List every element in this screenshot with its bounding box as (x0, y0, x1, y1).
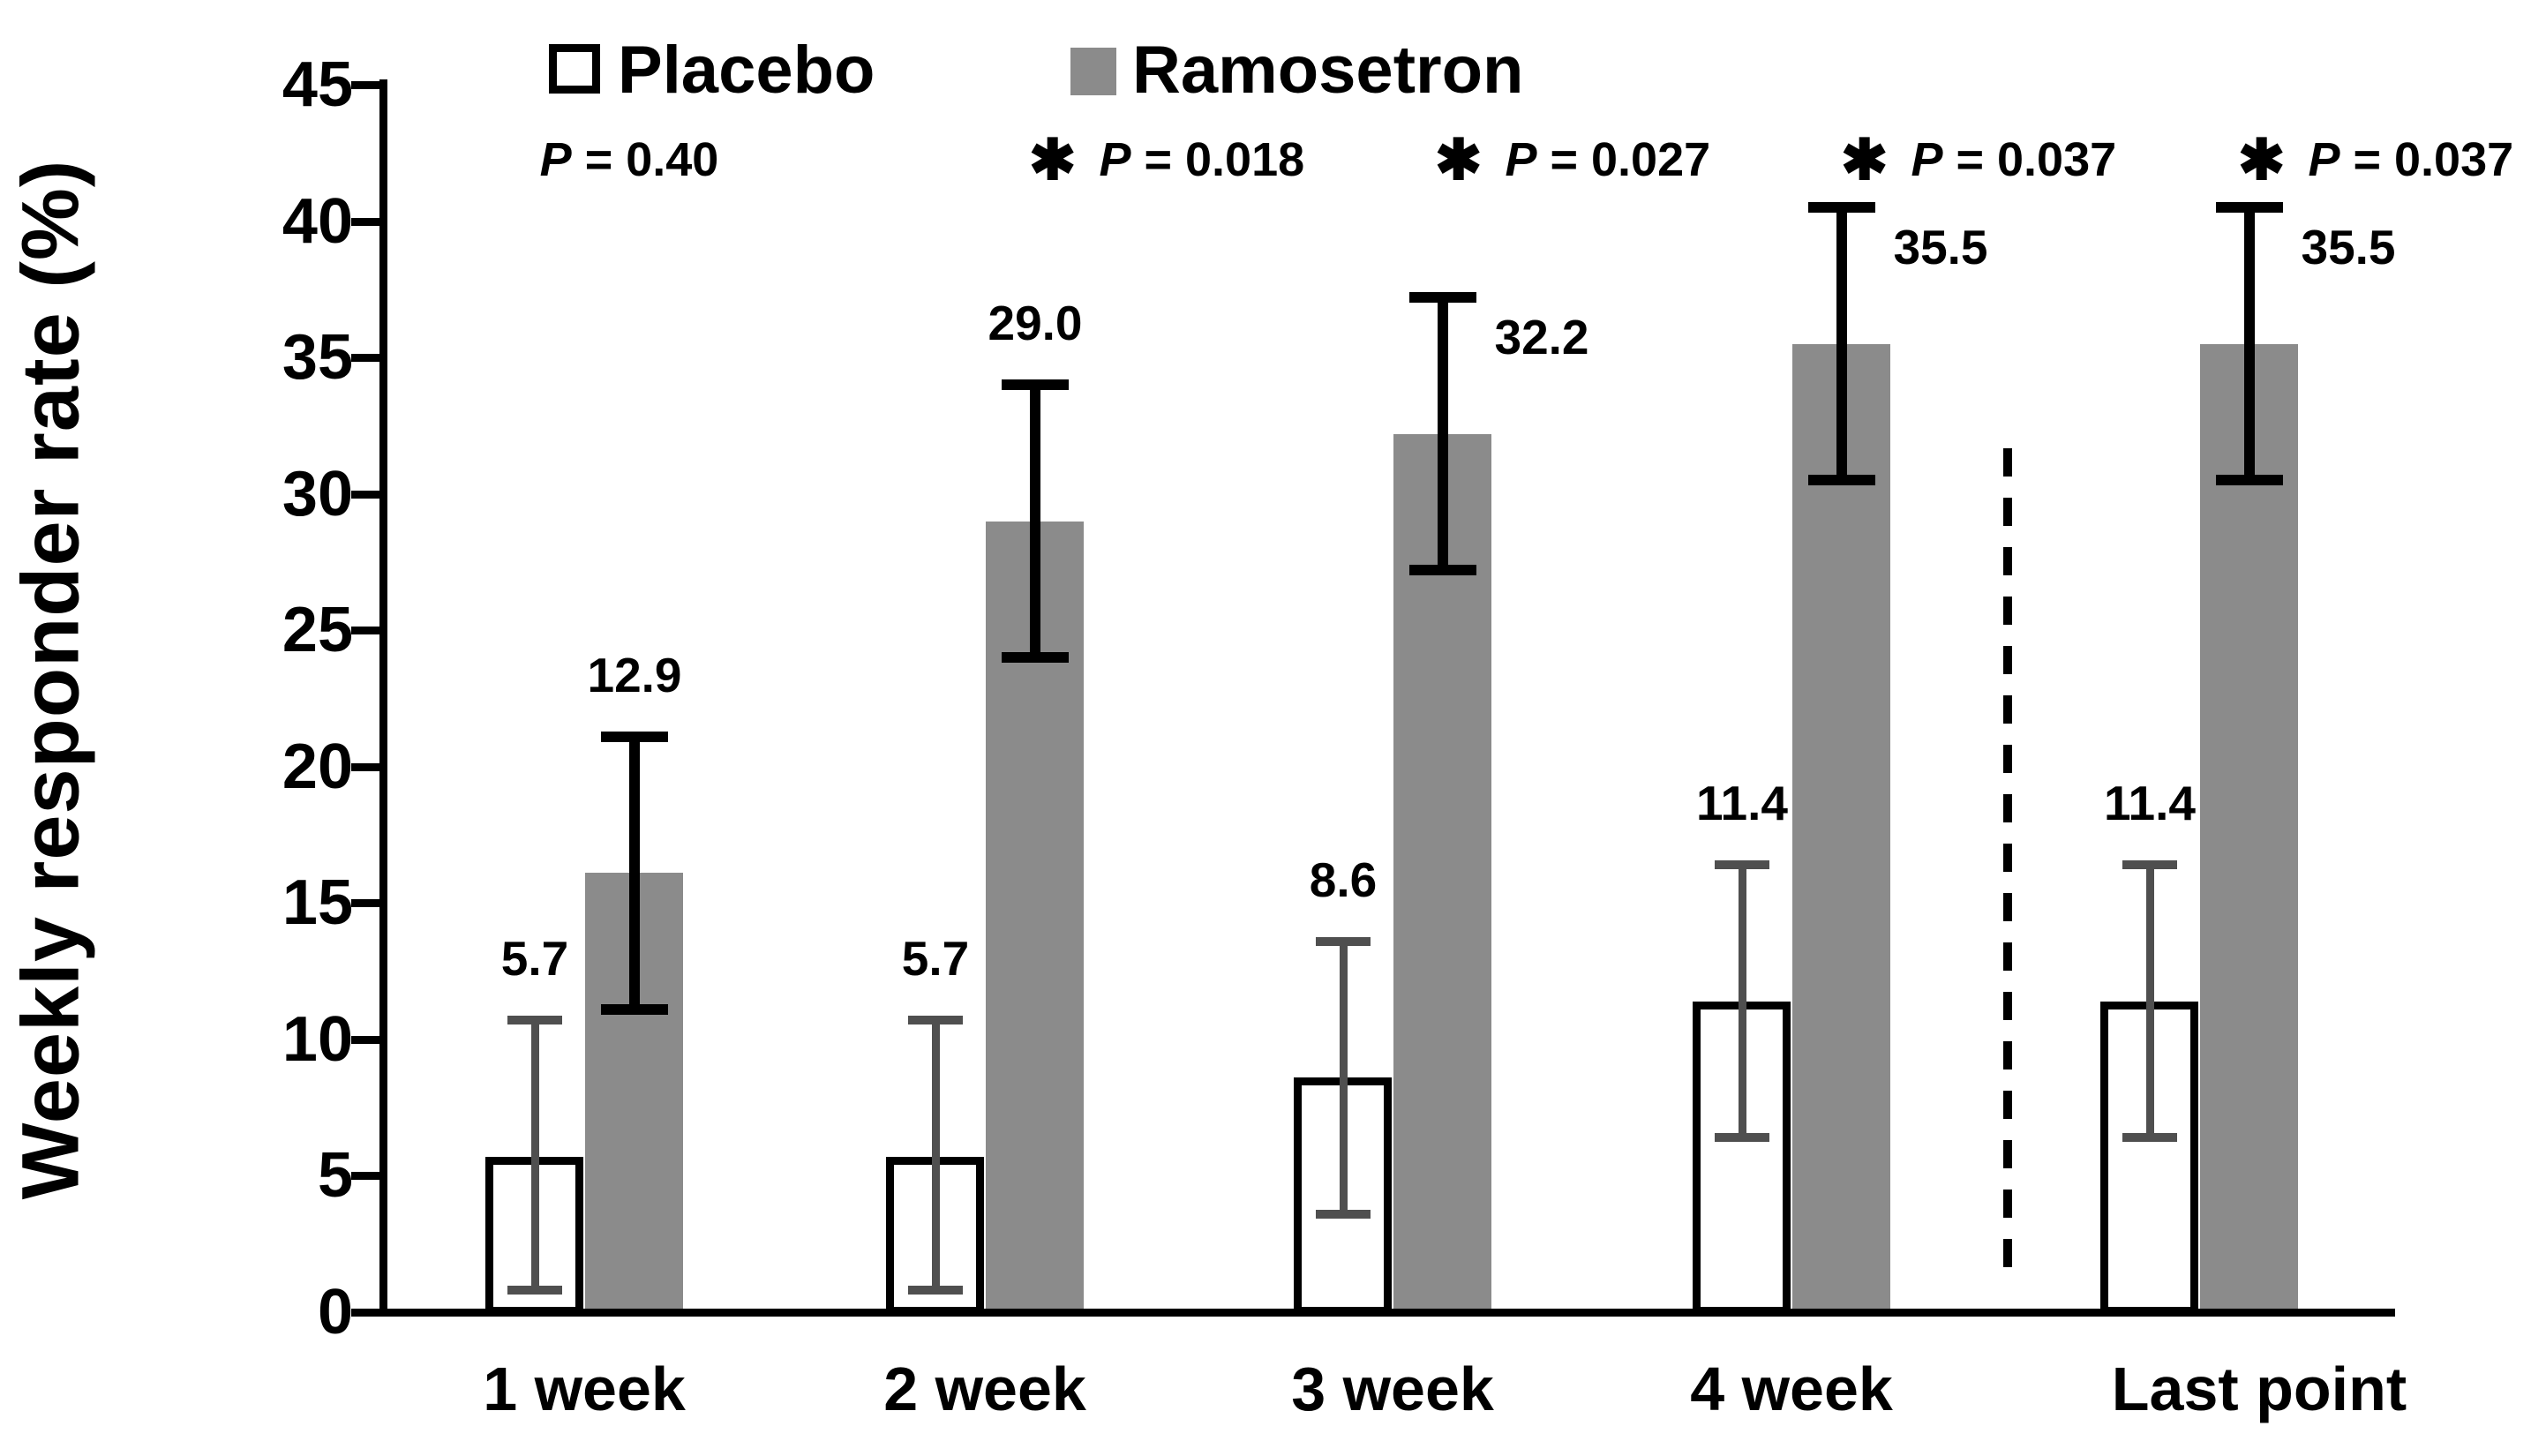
y-axis-tick-label-10: 10 (282, 1003, 353, 1075)
error-bar-ramosetron-last-point (2244, 207, 2255, 481)
significance-asterisk-icon: ✱ (1840, 128, 1889, 191)
x-axis-label-4-week: 4 week (1690, 1355, 1893, 1423)
significance-asterisk-icon: ✱ (1434, 128, 1483, 191)
p-value-text: P = 0.037 (2308, 133, 2514, 186)
y-axis-tick-label-0: 0 (317, 1277, 353, 1347)
error-cap-top-ramosetron-4-week (1808, 202, 1875, 214)
y-axis-tick-label-40: 40 (282, 185, 353, 257)
y-axis-tick-label-15: 15 (282, 867, 353, 939)
error-cap-bottom-placebo-1-week (507, 1286, 562, 1295)
error-cap-bottom-placebo-4-week (1715, 1133, 1769, 1143)
x-axis-label-2-week: 2 week (883, 1355, 1086, 1423)
y-axis-tick-20 (351, 762, 381, 771)
error-cap-bottom-placebo-2-week (908, 1286, 963, 1295)
y-axis-tick-5 (351, 1172, 381, 1181)
p-annotation-1-week: P = 0.40 (540, 132, 719, 187)
p-annotation-4-week: ✱ P = 0.037 (1840, 128, 2117, 191)
data-label-ramosetron-2-week: 29.0 (988, 296, 1083, 351)
p-annotation-last-point: ✱ P = 0.037 (2237, 128, 2514, 191)
x-axis-label-3-week: 3 week (1291, 1355, 1494, 1423)
error-cap-bottom-placebo-last-point (2122, 1133, 2177, 1143)
y-axis-tick-40 (351, 217, 381, 226)
significance-asterisk-icon: ✱ (2237, 128, 2286, 191)
error-cap-bottom-ramosetron-3-week (1409, 565, 1476, 576)
data-label-ramosetron-3-week: 32.2 (1494, 310, 1589, 365)
y-axis-tick-0 (351, 1309, 381, 1317)
dashed-divider-line (2003, 448, 2012, 1279)
data-label-placebo-last-point: 11.4 (2103, 776, 2197, 831)
y-axis-tick-label-30: 30 (282, 458, 353, 529)
y-axis-tick-label-45: 45 (282, 49, 353, 121)
error-cap-bottom-ramosetron-2-week (1002, 652, 1069, 664)
error-cap-top-placebo-1-week (507, 1016, 562, 1025)
y-axis-tick-label-5: 5 (317, 1140, 353, 1212)
error-cap-bottom-ramosetron-1-week (601, 1003, 668, 1015)
bar-ramosetron-last-point (2200, 343, 2298, 1315)
error-bar-placebo-4-week (1738, 865, 1746, 1138)
y-axis-tick-35 (351, 354, 381, 363)
bar-ramosetron-3-week (1393, 433, 1491, 1315)
bar-ramosetron-4-week (1792, 343, 1890, 1315)
data-label-ramosetron-last-point: 35.5 (2301, 220, 2396, 275)
data-label-placebo-1-week: 5.7 (500, 931, 569, 987)
error-cap-top-ramosetron-1-week (601, 731, 668, 742)
p-value-text: P = 0.027 (1505, 133, 1711, 186)
y-axis-tick-45 (351, 81, 381, 90)
y-axis-tick-label-35: 35 (282, 322, 353, 394)
p-value-text: P = 0.037 (1911, 133, 2117, 186)
data-label-placebo-4-week: 11.4 (1695, 776, 1789, 831)
error-cap-top-ramosetron-2-week (1002, 379, 1069, 391)
y-axis-tick-25 (351, 627, 381, 635)
error-cap-top-placebo-2-week (908, 1016, 963, 1025)
legend-swatch-placebo (549, 44, 600, 94)
data-label-ramosetron-1-week: 12.9 (587, 647, 682, 702)
error-bar-placebo-2-week (931, 1020, 940, 1291)
error-bar-ramosetron-2-week (1030, 385, 1040, 658)
data-label-ramosetron-4-week: 35.5 (1893, 220, 1988, 275)
error-cap-top-placebo-4-week (1715, 860, 1769, 870)
x-axis-line (379, 1309, 2395, 1317)
x-axis-label-1-week: 1 week (483, 1355, 686, 1423)
p-value-text: P = 0.018 (1099, 133, 1305, 186)
y-axis-tick-label-20: 20 (282, 731, 353, 802)
significance-asterisk-icon: ✱ (1028, 128, 1077, 191)
y-axis-tick-15 (351, 899, 381, 908)
p-value-text: P = 0.40 (539, 133, 719, 186)
error-cap-top-placebo-last-point (2122, 860, 2177, 870)
error-cap-bottom-ramosetron-last-point (2216, 475, 2283, 486)
error-bar-ramosetron-3-week (1438, 297, 1448, 571)
legend-label-placebo: Placebo (618, 33, 875, 108)
error-bar-ramosetron-1-week (629, 736, 640, 1009)
error-cap-bottom-ramosetron-4-week (1808, 475, 1875, 486)
y-axis-line (379, 79, 387, 1316)
error-bar-placebo-3-week (1339, 941, 1348, 1214)
error-cap-top-ramosetron-last-point (2216, 202, 2283, 214)
data-label-placebo-3-week: 8.6 (1309, 852, 1378, 907)
error-cap-top-placebo-3-week (1316, 936, 1371, 946)
error-bar-placebo-last-point (2145, 865, 2154, 1138)
error-bar-ramosetron-4-week (1836, 207, 1847, 481)
p-annotation-2-week: ✱ P = 0.018 (1028, 128, 1305, 191)
y-axis-tick-label-25: 25 (282, 595, 353, 666)
error-bar-placebo-1-week (530, 1020, 539, 1291)
y-axis-title: Weekly responder rate (%) (5, 159, 96, 1200)
y-axis-tick-10 (351, 1035, 381, 1044)
data-label-placebo-2-week: 5.7 (901, 931, 970, 987)
legend-swatch-ramosetron (1070, 48, 1116, 95)
y-axis-tick-30 (351, 490, 381, 499)
legend-label-ramosetron: Ramosetron (1132, 33, 1524, 108)
error-cap-top-ramosetron-3-week (1409, 292, 1476, 304)
p-annotation-3-week: ✱ P = 0.027 (1434, 128, 1711, 191)
x-axis-label-last-point: Last point (2111, 1355, 2407, 1423)
error-cap-bottom-placebo-3-week (1316, 1209, 1371, 1219)
